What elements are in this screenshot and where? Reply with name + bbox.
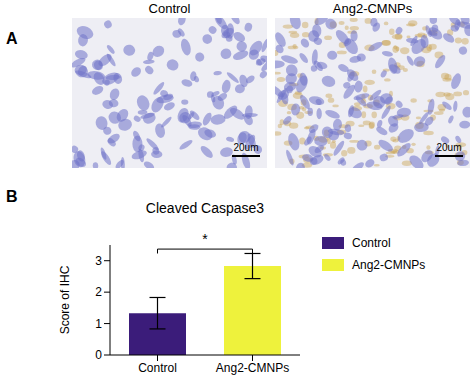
html-text:A: A [6, 30, 18, 47]
svg-text:2: 2 [95, 285, 102, 299]
html-text:B: B [6, 188, 18, 205]
html-text:Cleaved Caspase3: Cleaved Caspase3 [145, 200, 265, 216]
html-text:Control: Control [352, 236, 391, 250]
svg-text:Control: Control [138, 361, 177, 375]
svg-text:1: 1 [95, 317, 102, 331]
svg-text:20um: 20um [436, 142, 461, 153]
svg-text:3: 3 [95, 254, 102, 268]
svg-text:0: 0 [95, 348, 102, 362]
svg-text:*: * [202, 231, 208, 247]
svg-text:20um: 20um [233, 142, 258, 153]
html-text:Ang2-CMNPs: Ang2-CMNPs [332, 1, 413, 16]
html-text:Control: Control [148, 1, 191, 16]
svg-text:Ang2-CMNPs: Ang2-CMNPs [216, 361, 289, 375]
html-text:Ang2-CMNPs: Ang2-CMNPs [352, 258, 426, 272]
svg-text:Score of IHC: Score of IHC [58, 265, 72, 334]
